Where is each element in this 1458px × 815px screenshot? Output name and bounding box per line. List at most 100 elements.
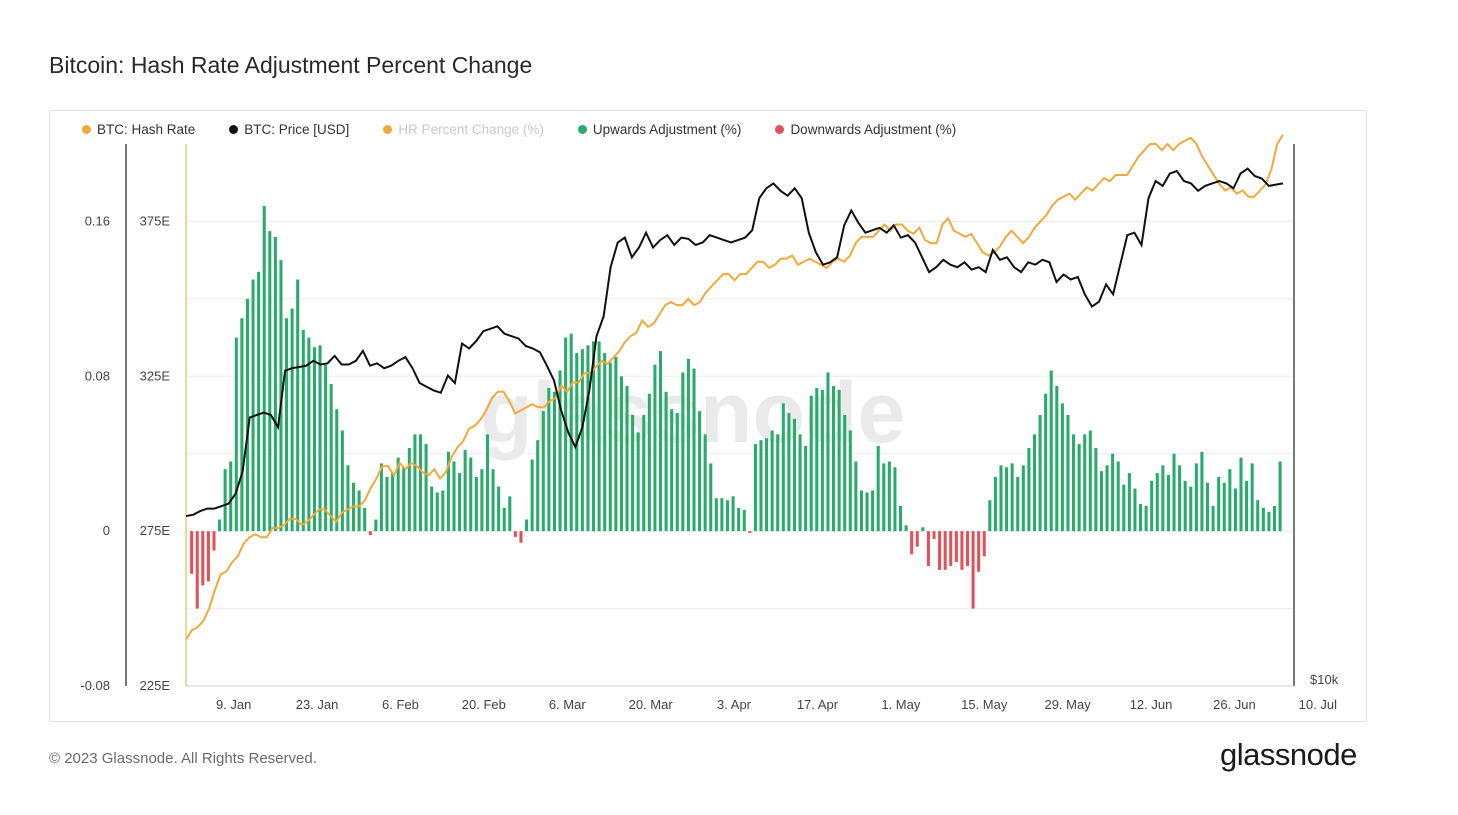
chart-legend: BTC: Hash Rate BTC: Price [USD] HR Percent…: [82, 122, 956, 137]
chart-title: Bitcoin: Hash Rate Adjustment Percent Ch…: [49, 52, 533, 78]
bar-up: [1005, 467, 1009, 532]
bar-up: [452, 461, 456, 532]
legend-item-2[interactable]: HR Percent Change (%): [383, 122, 544, 137]
bar-up: [681, 372, 685, 532]
legend-dot-icon: [229, 125, 239, 134]
bar-up: [558, 370, 562, 532]
bar-up: [1278, 461, 1282, 532]
bar-down: [748, 531, 752, 534]
bar-up: [608, 362, 612, 532]
bar-up: [647, 393, 651, 532]
bar-up: [1267, 511, 1271, 532]
bar-up: [1250, 463, 1254, 532]
bar-up: [759, 440, 763, 532]
bar-down: [971, 531, 975, 609]
bar-up: [1261, 507, 1265, 532]
x-tick-label: 23. Jan: [296, 697, 339, 712]
bar-up: [385, 476, 389, 532]
x-tick-label: 15. May: [961, 697, 1008, 712]
bar-up: [257, 271, 261, 532]
bar-up: [324, 364, 328, 532]
bar-up: [290, 308, 294, 532]
bar-up: [485, 434, 490, 532]
bar-up: [497, 486, 501, 532]
bar-up: [430, 486, 434, 532]
bar-down: [190, 531, 194, 574]
bar-up: [240, 318, 244, 532]
bar-up: [1194, 463, 1198, 532]
bar-down: [195, 531, 199, 609]
bar-up: [273, 236, 277, 532]
bar-up: [1105, 465, 1109, 532]
bar-up: [804, 445, 808, 532]
legend-dot-icon: [383, 125, 393, 134]
bar-up: [552, 391, 556, 532]
x-tick-label: 20. Mar: [629, 697, 674, 712]
bar-up: [664, 391, 668, 532]
bar-up: [218, 519, 222, 532]
bar-down: [513, 531, 517, 537]
bar-up: [725, 500, 730, 532]
bar-up: [268, 231, 272, 532]
bar-up: [1211, 505, 1215, 532]
bar-up: [1200, 451, 1204, 532]
bar-up: [1228, 469, 1232, 532]
bar-up: [848, 430, 852, 532]
bar-up: [854, 461, 858, 532]
legend-item-4[interactable]: Downwards Adjustment (%): [775, 122, 956, 137]
bar-up: [742, 509, 746, 532]
bar-up: [898, 505, 903, 532]
copyright-footer: © 2023 Glassnode. All Rights Reserved.: [49, 750, 317, 767]
bar-up: [876, 445, 880, 532]
y-mid-tick-label: 325E: [140, 368, 171, 383]
bar-up: [865, 492, 869, 532]
bar-up: [1166, 475, 1170, 532]
bar-up: [1088, 430, 1092, 532]
y-left-tick-label: 0: [103, 523, 110, 538]
bar-up: [1066, 415, 1070, 532]
bar-up: [502, 507, 506, 532]
bar-up: [547, 387, 551, 532]
bar-up: [407, 447, 411, 532]
bar-up: [296, 279, 300, 532]
bar-up: [335, 409, 339, 532]
bar-up: [882, 463, 886, 532]
bar-down: [915, 531, 919, 547]
bar-up: [1172, 453, 1176, 532]
legend-item-3[interactable]: Upwards Adjustment (%): [577, 122, 741, 137]
bar-up: [670, 409, 674, 532]
bar-down: [982, 531, 986, 557]
bar-up: [714, 498, 718, 532]
bar-up: [781, 403, 785, 532]
bar-up: [463, 449, 467, 532]
bar-up: [251, 279, 255, 532]
bar-up: [312, 347, 316, 532]
bar-up: [832, 385, 836, 532]
bar-up: [245, 298, 250, 532]
y-right-tick-label: $10k: [1310, 672, 1339, 687]
bar-up: [631, 415, 635, 532]
bar-up: [541, 411, 545, 532]
y-left-tick-label: 0.08: [85, 368, 110, 383]
bar-up: [820, 389, 824, 532]
legend-item-1[interactable]: BTC: Price [USD]: [229, 122, 349, 137]
bar-up: [1094, 447, 1098, 532]
bar-up: [692, 368, 696, 532]
bar-up: [229, 461, 233, 532]
y-mid-tick-label: 375E: [140, 213, 171, 228]
bar-down: [926, 531, 930, 566]
bar-up: [1217, 476, 1221, 532]
bar-up: [837, 389, 841, 532]
bar-up: [720, 498, 724, 532]
bar-up: [569, 333, 573, 532]
x-tick-label: 17. Apr: [797, 697, 839, 712]
bar-down: [938, 531, 942, 570]
legend-item-0[interactable]: BTC: Hash Rate: [82, 122, 195, 137]
bar-down: [519, 531, 523, 543]
bar-up: [921, 527, 925, 532]
y-left-tick-label: -0.08: [80, 678, 110, 693]
bar-up: [1222, 482, 1226, 532]
bar-down: [212, 531, 216, 551]
bar-up: [625, 385, 629, 532]
bar-up: [1189, 486, 1193, 532]
